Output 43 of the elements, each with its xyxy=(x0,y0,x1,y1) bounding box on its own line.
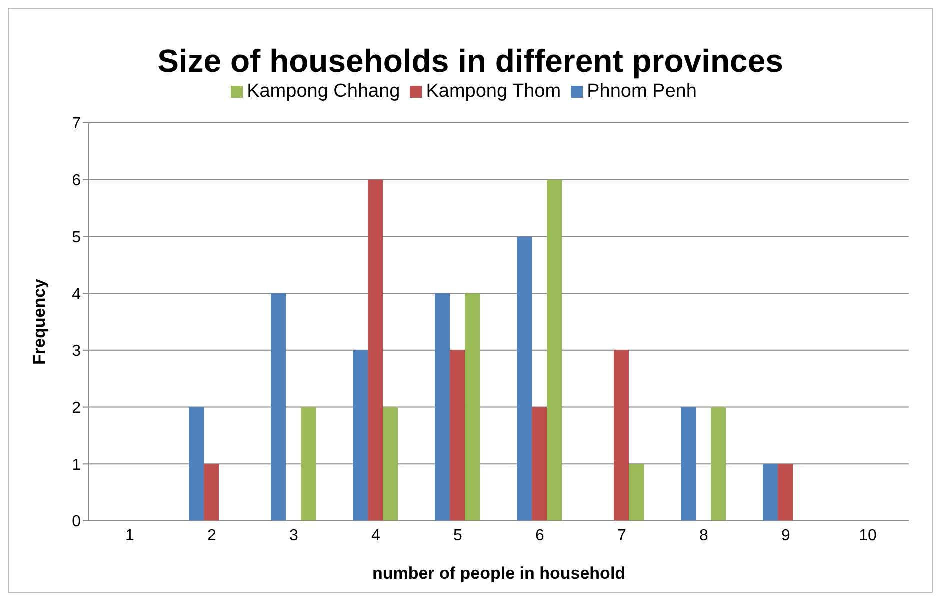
y-axis-title: Frequency xyxy=(30,278,50,365)
bar xyxy=(629,464,644,521)
bar xyxy=(681,407,696,521)
y-tick-label: 3 xyxy=(72,343,82,360)
bar xyxy=(547,180,562,521)
x-tick-label: 2 xyxy=(208,527,217,544)
x-tick-label: 9 xyxy=(782,527,791,544)
y-tick-label: 7 xyxy=(72,116,82,133)
bar xyxy=(435,294,450,521)
x-axis-title: number of people in household xyxy=(372,564,626,583)
y-tick-label: 0 xyxy=(72,514,82,531)
y-tick-label: 5 xyxy=(72,229,82,246)
legend-label: Phnom Penh xyxy=(587,81,697,102)
bar xyxy=(368,180,384,521)
y-tick-label: 1 xyxy=(72,456,82,474)
x-tick-label: 8 xyxy=(700,527,709,544)
bar xyxy=(189,407,204,521)
bar xyxy=(271,294,286,521)
bar xyxy=(353,350,368,521)
x-tick-label: 5 xyxy=(454,527,463,544)
bar xyxy=(383,407,398,521)
x-tick-label: 1 xyxy=(126,527,135,544)
x-tick-label: 3 xyxy=(290,527,299,544)
bar xyxy=(532,407,548,521)
bar xyxy=(204,464,220,521)
y-tick-label: 6 xyxy=(72,172,82,190)
x-tick-label: 7 xyxy=(618,527,627,544)
bar xyxy=(778,464,794,521)
chart-title: Size of households in different provinces xyxy=(158,43,784,79)
y-tick-label: 4 xyxy=(72,286,82,304)
x-tick-label: 6 xyxy=(536,527,545,544)
bar xyxy=(517,236,532,521)
bar xyxy=(614,350,630,521)
bar xyxy=(301,407,316,521)
bar xyxy=(711,407,726,521)
bar xyxy=(465,294,480,521)
y-tick-label: 2 xyxy=(72,400,82,417)
legend-label: Kampong Thom xyxy=(426,81,562,102)
x-tick-label: 4 xyxy=(372,527,381,544)
bar xyxy=(763,464,778,521)
x-tick-label: 10 xyxy=(859,527,877,544)
bar xyxy=(450,350,466,521)
legend-label: Kampong Chhang xyxy=(247,81,400,102)
